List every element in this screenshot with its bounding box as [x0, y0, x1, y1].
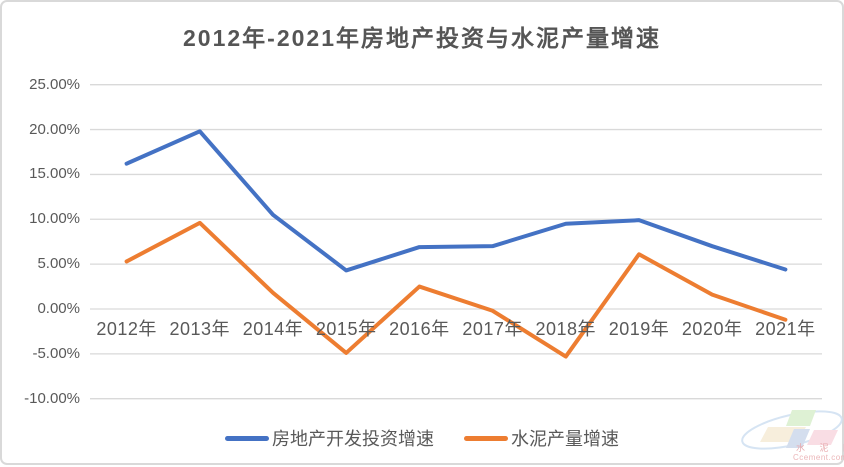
watermark-green-shape [786, 410, 816, 426]
legend-item: 水泥产量增速 [464, 425, 619, 451]
x-tick-label: 2015年 [315, 319, 377, 339]
y-tick-label: 20.00% [29, 120, 80, 138]
legend-swatch-icon [225, 435, 269, 441]
x-tick-label: 2020年 [681, 319, 743, 339]
legend: 房地产开发投资增速 水泥产量增速 [2, 425, 842, 451]
series-line [124, 129, 788, 273]
x-tick-label: 2019年 [608, 319, 670, 339]
y-tick-label: 0.00% [37, 299, 80, 317]
x-tick-label: 2018年 [535, 319, 597, 339]
watermark-cream-shape [760, 427, 806, 442]
legend-item: 房地产开发投资增速 [225, 425, 434, 451]
legend-label: 房地产开发投资增速 [272, 429, 434, 449]
chart-title: 2012年-2021年房地产投资与水泥产量增速 [183, 25, 661, 51]
x-tick-label: 2016年 [389, 319, 450, 339]
legend-swatch-icon [464, 435, 508, 441]
y-tick-label: 25.00% [29, 75, 80, 93]
x-tick-label: 2013年 [169, 319, 231, 339]
x-tick-label: 2012年 [96, 319, 157, 339]
watermark-site: Ccement.com [793, 453, 844, 462]
y-tick-label: 15.00% [29, 165, 80, 183]
x-tick-label: 2014年 [242, 319, 304, 339]
y-tick-label: -10.00% [24, 389, 80, 407]
y-tick-label: 5.00% [37, 255, 80, 273]
legend-label: 水泥产量增速 [511, 429, 619, 449]
x-tick-label: 2021年 [755, 319, 816, 339]
watermark: 水 泥 网 Ccement.com [740, 402, 844, 464]
x-tick-label: 2017年 [462, 319, 523, 339]
watermark-name: 水 泥 网 [796, 443, 844, 453]
y-tick-label: 10.00% [29, 210, 80, 228]
y-tick-label: -5.00% [32, 344, 80, 362]
